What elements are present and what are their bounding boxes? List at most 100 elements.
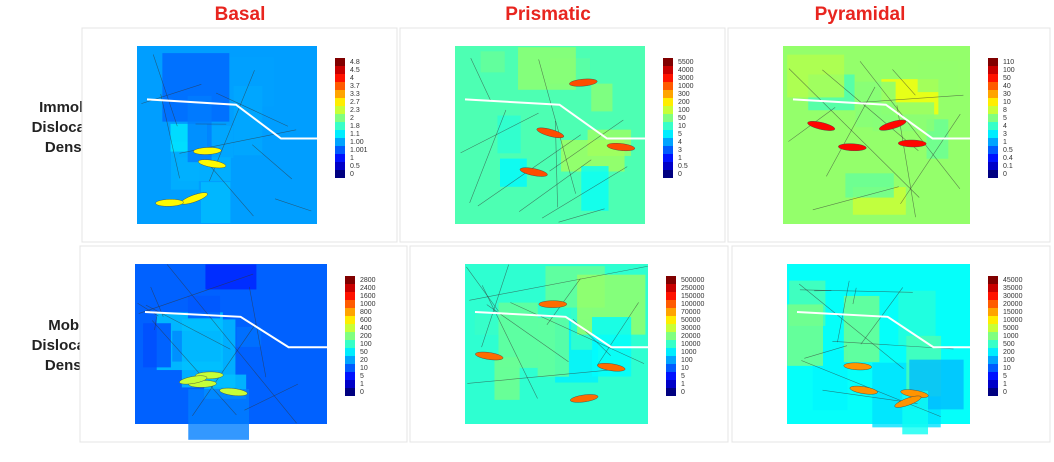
colorbar-swatch — [988, 130, 998, 138]
colorbar-label: 1600 — [360, 293, 376, 300]
colorbar-swatch — [335, 66, 345, 74]
colorbar-label: 10 — [1003, 365, 1011, 372]
colorbar-swatch — [335, 82, 345, 90]
colorbar-label: 500000 — [681, 277, 704, 284]
grain — [845, 173, 893, 197]
colorbar-swatch — [988, 154, 998, 162]
colorbar-label: 0 — [681, 389, 685, 396]
colorbar-swatch — [663, 82, 673, 90]
colorbar-label: 4 — [350, 75, 354, 82]
colorbar-swatch — [335, 146, 345, 154]
colorbar-label: 3 — [678, 147, 682, 154]
colorbar-label: 100000 — [681, 301, 704, 308]
colorbar-label: 50 — [1003, 75, 1011, 82]
colorbar-swatch — [666, 308, 676, 316]
colorbar-label: 2 — [350, 115, 354, 122]
colorbar-swatch — [666, 364, 676, 372]
colorbar-label: 10 — [360, 365, 368, 372]
colorbar-label: 2800 — [360, 277, 376, 284]
colorbar-swatch — [663, 90, 673, 98]
colorbar-swatch — [345, 324, 355, 332]
colorbar-swatch — [666, 348, 676, 356]
colorbar-label: 30 — [1003, 91, 1011, 98]
colorbar-swatch — [345, 348, 355, 356]
colorbar-swatch — [988, 90, 998, 98]
contour-map — [465, 264, 648, 424]
colorbar-swatch — [663, 170, 673, 178]
grain — [500, 159, 527, 187]
colorbar-label: 1 — [678, 155, 682, 162]
colorbar-label: 10 — [681, 365, 689, 372]
colorbar-label: 35000 — [1003, 285, 1023, 292]
colorbar-label: 250000 — [681, 285, 704, 292]
colorbar-swatch — [345, 308, 355, 316]
colorbar-label: 2.7 — [350, 99, 360, 106]
colorbar-label: 15000 — [1003, 309, 1023, 316]
column-title: Pyramidal — [815, 4, 906, 25]
colorbar-swatch — [666, 316, 676, 324]
colorbar-swatch — [345, 356, 355, 364]
colorbar-swatch — [988, 146, 998, 154]
colorbar-swatch — [988, 106, 998, 114]
colorbar-label: 1.00 — [350, 139, 364, 146]
colorbar-label: 5 — [678, 131, 682, 138]
colorbar-label: 30000 — [681, 325, 701, 332]
colorbar-label: 100 — [678, 107, 690, 114]
grain — [143, 323, 171, 367]
colorbar-swatch — [335, 98, 345, 106]
colorbar-label: 100 — [1003, 357, 1015, 364]
colorbar-label: 1000 — [360, 301, 376, 308]
colorbar-label: 1 — [350, 155, 354, 162]
grain — [518, 47, 576, 90]
colorbar-label: 50 — [360, 349, 368, 356]
colorbar-swatch — [335, 130, 345, 138]
colorbar-swatch — [335, 74, 345, 82]
colorbar-label: 1000 — [678, 83, 694, 90]
colorbar-label: 200 — [360, 333, 372, 340]
colorbar-label: 1 — [360, 381, 364, 388]
colorbar-swatch — [988, 308, 998, 316]
colorbar-swatch — [345, 380, 355, 388]
colorbar-label: 5 — [681, 373, 685, 380]
colorbar-swatch — [663, 146, 673, 154]
colorbar-label: 8 — [1003, 107, 1007, 114]
colorbar-label: 4.8 — [350, 59, 360, 66]
colorbar-swatch — [335, 106, 345, 114]
colorbar-swatch — [335, 162, 345, 170]
colorbar-swatch — [335, 114, 345, 122]
column-title: Prismatic — [505, 4, 591, 25]
colorbar-swatch — [988, 284, 998, 292]
colorbar-label: 200 — [1003, 349, 1015, 356]
colorbar-label: 200 — [678, 99, 690, 106]
column-title: Basal — [215, 4, 266, 25]
colorbar-label: 2400 — [360, 285, 376, 292]
colorbar-swatch — [345, 340, 355, 348]
colorbar-swatch — [345, 364, 355, 372]
colorbar-swatch — [663, 106, 673, 114]
colorbar-swatch — [666, 284, 676, 292]
colorbar-swatch — [345, 292, 355, 300]
colorbar-swatch — [663, 74, 673, 82]
colorbar-label: 100 — [360, 341, 372, 348]
colorbar-swatch — [666, 372, 676, 380]
colorbar-label: 3.7 — [350, 83, 360, 90]
colorbar-swatch — [988, 74, 998, 82]
colorbar-label: 100 — [681, 357, 693, 364]
colorbar-swatch — [988, 58, 998, 66]
grain — [538, 318, 569, 377]
colorbar-label: 20 — [360, 357, 368, 364]
colorbar-label: 40 — [1003, 83, 1011, 90]
colorbar-swatch — [988, 372, 998, 380]
colorbar-label: 4.5 — [350, 67, 360, 74]
colorbar-label: 0.4 — [1003, 155, 1013, 162]
colorbar-swatch — [666, 340, 676, 348]
colorbar-label: 0.1 — [1003, 163, 1013, 170]
colorbar-swatch — [988, 316, 998, 324]
colorbar-swatch — [666, 300, 676, 308]
contour-map — [137, 46, 317, 224]
colorbar-swatch — [335, 170, 345, 178]
contour-map — [783, 46, 970, 224]
colorbar-swatch — [663, 58, 673, 66]
colorbar-swatch — [988, 380, 998, 388]
colorbar-swatch — [988, 300, 998, 308]
